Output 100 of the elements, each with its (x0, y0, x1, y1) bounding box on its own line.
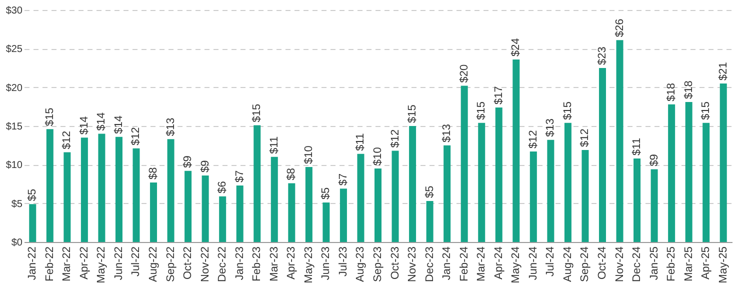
x-tick-label: Dec-24 (631, 246, 644, 282)
bar (184, 170, 192, 242)
x-tick-label: Jul-23 (337, 246, 350, 276)
data-label: $13 (164, 118, 177, 136)
x-tick-label: Jun-23 (320, 246, 332, 280)
bar (598, 68, 606, 242)
bar (270, 156, 278, 242)
x-tick-label: Jun-24 (527, 246, 540, 280)
bar (702, 122, 710, 242)
data-label: $9 (182, 156, 194, 168)
data-label: $15 (562, 102, 574, 120)
data-label: $13 (544, 118, 557, 137)
x-tick-label: Aug-23 (354, 246, 367, 282)
data-label: $15 (251, 104, 264, 122)
x-tick-label: Oct-24 (596, 246, 608, 280)
data-label: $12 (130, 127, 142, 146)
x-tick-label: Jul-22 (130, 246, 142, 276)
x-tick-label: Oct-23 (389, 246, 402, 280)
x-tick-label: Nov-24 (614, 246, 626, 282)
x-tick-label: Jan-22 (26, 246, 39, 280)
x-tick-label: Apr-23 (286, 246, 298, 280)
data-label: $13 (441, 124, 454, 142)
bar (202, 175, 209, 242)
bar (547, 140, 554, 242)
bar (236, 186, 244, 242)
x-tick-label: Dec-23 (424, 246, 436, 282)
x-tick-label: Feb-24 (458, 246, 470, 282)
bar (132, 148, 140, 242)
data-label: $10 (372, 147, 384, 166)
data-label: $15 (700, 102, 712, 120)
x-tick-label: Feb-23 (251, 246, 264, 282)
data-label: $11 (354, 133, 367, 151)
bar (46, 129, 54, 242)
x-tick-label: Nov-22 (199, 246, 212, 282)
y-tick-label: $20 (6, 82, 23, 94)
bar (374, 168, 382, 242)
y-tick-label: $0 (11, 238, 23, 248)
data-label: $12 (527, 130, 540, 149)
x-tick-label: Apr-24 (492, 246, 505, 280)
x-tick-label: Mar-23 (268, 246, 280, 282)
data-label: $23 (596, 46, 608, 65)
data-label: $8 (148, 167, 160, 180)
y-tick-label: $25 (6, 44, 23, 56)
data-label: $12 (389, 129, 402, 148)
bar (340, 188, 347, 242)
data-label: $15 (476, 102, 488, 120)
bar (219, 196, 226, 242)
data-label: $21 (717, 62, 730, 80)
data-label: $26 (614, 18, 626, 38)
x-tick-label: Sep-22 (164, 246, 177, 282)
data-label: $5 (424, 186, 436, 198)
x-tick-label: Dec-22 (216, 246, 229, 282)
bar (288, 183, 296, 242)
bar (650, 169, 658, 242)
x-tick-label: Jan-25 (648, 246, 660, 280)
bar (720, 83, 727, 242)
data-label: $14 (78, 116, 90, 135)
data-label: $5 (320, 187, 332, 200)
bar (634, 158, 641, 242)
bar (426, 201, 434, 242)
data-label: $14 (112, 115, 125, 134)
data-label: $20 (458, 64, 470, 83)
data-label: $7 (234, 170, 246, 183)
data-label: $24 (510, 38, 522, 56)
bar (98, 134, 106, 242)
bar (409, 126, 416, 242)
x-tick-label: Nov-23 (406, 246, 419, 282)
bar (357, 154, 364, 242)
x-tick-label: Jan-24 (441, 246, 454, 280)
data-label: $7 (337, 173, 350, 186)
bar (668, 104, 676, 242)
x-tick-label: May-23 (302, 246, 315, 284)
y-tick-label: $5 (11, 198, 23, 210)
x-tick-label: May-22 (96, 246, 108, 284)
x-tick-label: Sep-23 (372, 246, 384, 282)
x-tick-label: Mar-25 (682, 246, 695, 282)
bar (530, 152, 537, 242)
bar (64, 152, 71, 242)
y-tick-label: $30 (6, 6, 23, 16)
data-label: $14 (96, 112, 108, 131)
bar (322, 202, 330, 242)
data-label: $17 (492, 86, 505, 104)
data-label: $15 (44, 108, 56, 126)
data-label: $10 (302, 146, 315, 164)
bar (167, 139, 174, 242)
bar (80, 138, 88, 242)
x-tick-label: Apr-22 (78, 246, 90, 280)
bar (495, 107, 502, 242)
bar (305, 166, 312, 242)
bar (460, 86, 468, 242)
x-tick-label: Sep-24 (579, 246, 592, 282)
x-tick-label: Mar-22 (61, 246, 74, 282)
x-tick-label: Feb-22 (44, 246, 56, 282)
x-tick-label: Jul-24 (544, 246, 557, 276)
bar (685, 102, 692, 242)
data-label: $9 (199, 160, 212, 172)
bar (254, 125, 261, 242)
data-label: $18 (682, 80, 695, 100)
data-label: $12 (61, 130, 74, 150)
x-tick-label: Mar-24 (476, 246, 488, 282)
